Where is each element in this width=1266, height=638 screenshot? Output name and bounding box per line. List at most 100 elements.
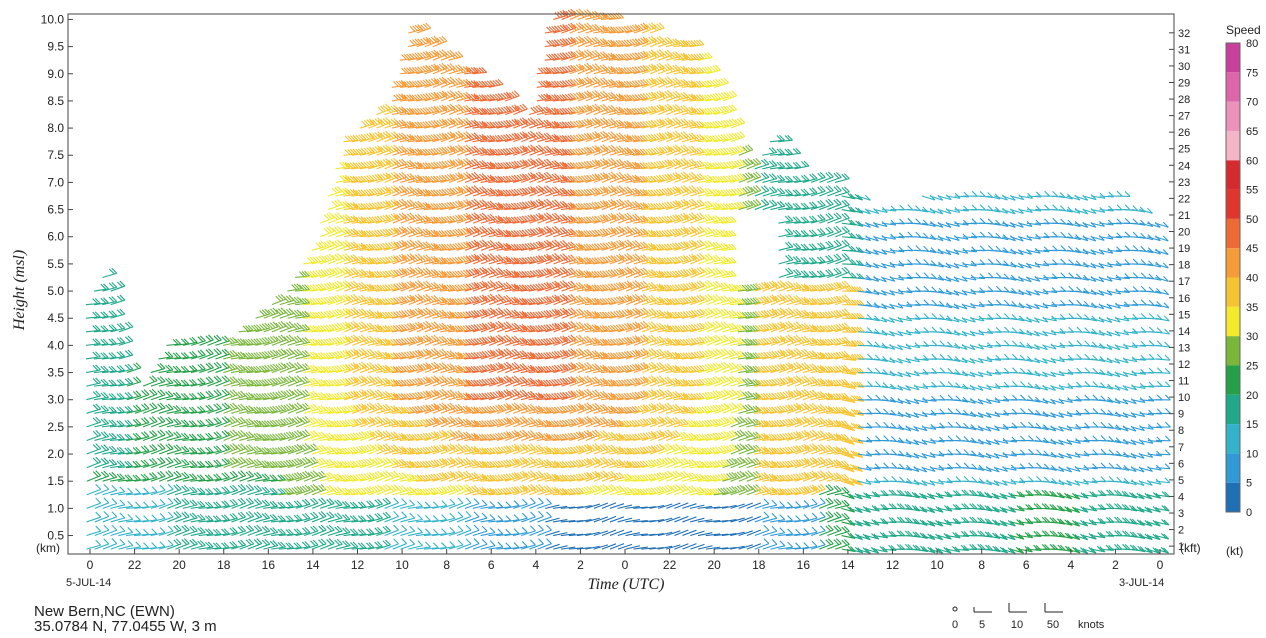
wind-barb	[255, 513, 269, 522]
wind-barb	[191, 501, 205, 508]
wind-barb	[898, 288, 912, 293]
wind-barb	[690, 134, 704, 141]
barb-column	[865, 209, 880, 554]
colorbar-segment	[1226, 424, 1240, 453]
wind-barb	[1003, 451, 1017, 456]
wind-barb	[585, 351, 599, 359]
wind-barb	[110, 500, 124, 509]
wind-barb	[1035, 247, 1049, 252]
wind-barb	[1059, 533, 1073, 539]
wind-barb	[400, 474, 414, 481]
wind-barb	[722, 310, 736, 318]
wind-barb	[102, 407, 116, 414]
wind-barb	[778, 216, 792, 223]
wind-barb	[392, 459, 406, 467]
y-left-tick-label: 2.5	[47, 420, 64, 434]
wind-barb	[488, 516, 502, 522]
wind-barb	[770, 188, 784, 196]
barb-column	[577, 10, 592, 550]
barb-column	[1147, 222, 1162, 553]
wind-barb	[787, 296, 801, 305]
barb-column	[1083, 195, 1098, 553]
barb-column	[633, 23, 648, 549]
wind-barb	[344, 242, 358, 251]
wind-barb	[448, 365, 462, 373]
x-tick-label: 6	[1023, 558, 1030, 572]
wind-barb	[376, 378, 390, 386]
wind-barb	[1132, 369, 1146, 374]
wind-barb	[456, 406, 470, 414]
wind-barb	[779, 242, 793, 250]
wind-barb	[1107, 261, 1121, 266]
wind-barb	[577, 297, 591, 305]
barb-column	[682, 40, 697, 549]
wind-barb	[1107, 425, 1121, 430]
wind-barb	[577, 310, 591, 318]
wind-barb	[360, 323, 374, 332]
wind-barb	[497, 269, 511, 277]
barb-column	[1010, 195, 1025, 553]
wind-barb	[223, 350, 237, 359]
y-left-tick-label: 3.0	[47, 393, 64, 407]
wind-barb	[569, 282, 583, 291]
wind-barb	[674, 66, 688, 74]
wind-barb	[408, 201, 422, 210]
wind-barb	[771, 541, 785, 549]
wind-barb	[771, 201, 785, 209]
x-tick-label: 20	[172, 558, 186, 572]
wind-barb	[288, 323, 302, 332]
wind-barb	[650, 297, 664, 305]
wind-barb	[593, 25, 607, 33]
wind-barb	[698, 201, 712, 209]
wind-barb	[762, 161, 776, 169]
wind-barb	[118, 514, 132, 522]
wind-barb	[618, 174, 632, 183]
wind-barb	[898, 465, 912, 470]
wind-barb	[472, 134, 486, 141]
wind-barb	[295, 324, 309, 331]
wind-barb	[94, 406, 108, 414]
barb-column	[641, 22, 656, 549]
wind-barb	[400, 173, 414, 182]
x-tick-label: 10	[395, 558, 409, 572]
barb-column	[287, 284, 302, 549]
wind-barb	[698, 175, 712, 182]
wind-barb	[457, 79, 471, 87]
wind-barb	[778, 189, 792, 196]
wind-barb	[86, 352, 100, 359]
colorbar-segment	[1226, 72, 1240, 101]
barb-column	[826, 172, 841, 549]
wind-barb	[650, 23, 664, 33]
wind-barb	[521, 391, 535, 400]
wind-barb	[545, 134, 559, 141]
wind-barb	[634, 229, 648, 237]
y-left-tick-label: 4.0	[47, 338, 64, 352]
wind-barb	[167, 432, 181, 441]
y-unit-left: (km)	[36, 541, 60, 555]
wind-barb	[86, 339, 100, 346]
wind-barb	[247, 472, 261, 481]
wind-barb	[874, 343, 888, 348]
barb-column	[617, 26, 632, 549]
y-left-tick-label: 3.5	[47, 366, 64, 380]
wind-barb	[617, 474, 631, 481]
wind-barb	[722, 323, 736, 332]
wind-barb	[296, 350, 310, 359]
wind-barb	[577, 323, 591, 332]
wind-barb	[296, 363, 310, 372]
wind-barb	[328, 487, 342, 495]
wind-barb	[481, 214, 495, 223]
y-unit-right: (kft)	[1180, 541, 1201, 555]
wind-barb	[408, 541, 422, 549]
wind-barb	[1075, 275, 1089, 280]
colorbar-segment	[1226, 131, 1240, 160]
wind-barb	[1003, 275, 1017, 280]
wind-barb	[1027, 397, 1041, 402]
wind-barb	[441, 364, 455, 373]
wind-barb	[690, 161, 704, 169]
wind-barb	[521, 378, 535, 386]
y-left-tick-label: 4.5	[47, 311, 64, 325]
colorbar-tick-label: 10	[1246, 448, 1258, 460]
wind-barb	[962, 425, 976, 430]
wind-barb	[175, 446, 189, 454]
